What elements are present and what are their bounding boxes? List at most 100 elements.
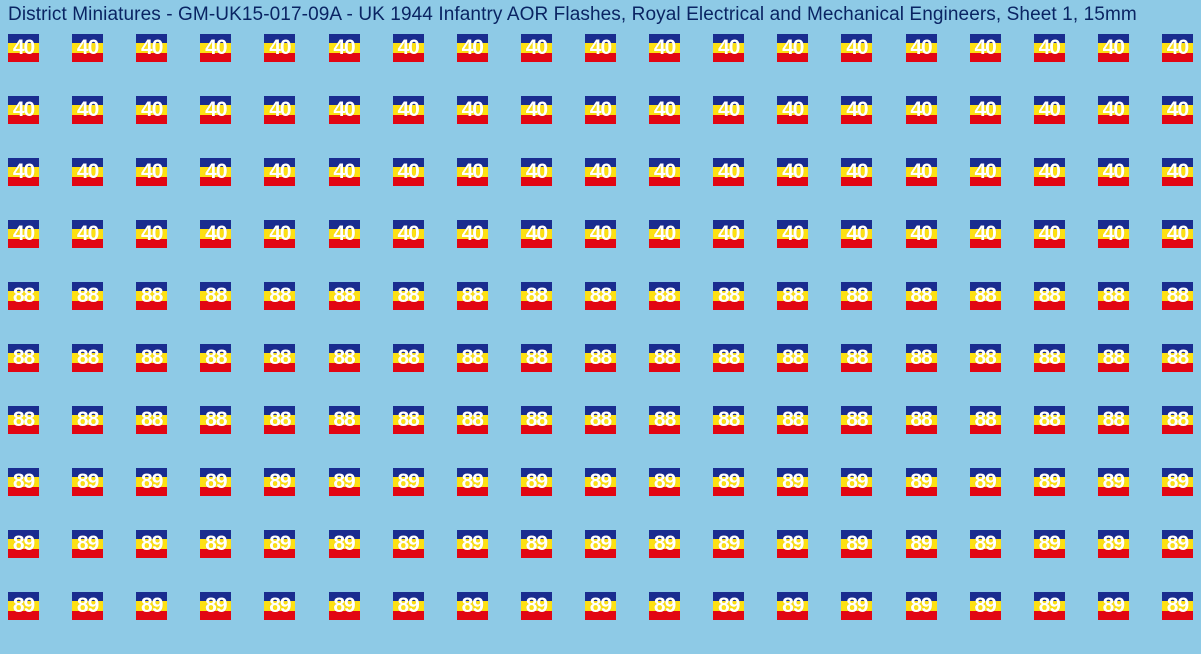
aor-flash: 89 — [329, 468, 360, 496]
flash-number: 40 — [1039, 99, 1060, 120]
aor-flash: 40 — [1034, 96, 1065, 124]
aor-flash: 89 — [329, 592, 360, 620]
aor-flash: 89 — [713, 468, 744, 496]
aor-flash: 89 — [1098, 592, 1129, 620]
flash-number: 89 — [141, 533, 162, 554]
flash-number: 40 — [141, 161, 162, 182]
flash-number: 40 — [526, 37, 547, 58]
decal-row: 88888888888888888888888888888888888888 — [8, 406, 1193, 434]
aor-flash: 40 — [649, 34, 680, 62]
flash-number: 89 — [846, 595, 867, 616]
flash-number: 89 — [974, 595, 995, 616]
flash-number: 40 — [654, 161, 675, 182]
flash-number: 89 — [269, 533, 290, 554]
flash-number: 89 — [718, 595, 739, 616]
aor-flash: 88 — [457, 344, 488, 372]
flash-number: 88 — [333, 347, 354, 368]
aor-flash: 88 — [777, 406, 808, 434]
flash-number: 88 — [654, 347, 675, 368]
aor-flash: 40 — [457, 34, 488, 62]
aor-flash: 88 — [841, 282, 872, 310]
aor-flash: 89 — [1098, 468, 1129, 496]
aor-flash: 88 — [777, 282, 808, 310]
flash-number: 40 — [205, 99, 226, 120]
aor-flash: 88 — [1098, 282, 1129, 310]
aor-flash: 40 — [841, 220, 872, 248]
aor-flash: 40 — [329, 34, 360, 62]
aor-flash: 89 — [329, 530, 360, 558]
flash-number: 88 — [718, 409, 739, 430]
aor-flash: 88 — [329, 282, 360, 310]
flash-number: 89 — [910, 533, 931, 554]
aor-flash: 89 — [72, 468, 103, 496]
flash-number: 40 — [590, 37, 611, 58]
aor-flash: 89 — [1034, 530, 1065, 558]
flash-number: 89 — [782, 595, 803, 616]
flash-number: 89 — [782, 533, 803, 554]
flash-number: 88 — [974, 347, 995, 368]
aor-flash: 88 — [521, 344, 552, 372]
aor-flash: 40 — [906, 34, 937, 62]
aor-flash: 89 — [521, 592, 552, 620]
aor-flash: 40 — [264, 158, 295, 186]
flash-number: 40 — [526, 223, 547, 244]
aor-flash: 89 — [393, 468, 424, 496]
aor-flash: 88 — [1034, 282, 1065, 310]
aor-flash: 40 — [1162, 96, 1193, 124]
aor-flash: 89 — [777, 468, 808, 496]
aor-flash: 88 — [136, 282, 167, 310]
flash-number: 88 — [397, 347, 418, 368]
flash-number: 89 — [654, 533, 675, 554]
aor-flash: 40 — [521, 220, 552, 248]
aor-flash: 40 — [585, 96, 616, 124]
aor-flash: 89 — [136, 530, 167, 558]
flash-number: 88 — [782, 285, 803, 306]
flash-number: 89 — [141, 471, 162, 492]
aor-flash: 89 — [393, 530, 424, 558]
aor-flash: 88 — [136, 344, 167, 372]
aor-flash: 88 — [264, 282, 295, 310]
flash-number: 89 — [269, 471, 290, 492]
aor-flash: 40 — [1162, 34, 1193, 62]
flash-number: 89 — [77, 533, 98, 554]
aor-flash: 40 — [841, 96, 872, 124]
flash-number: 88 — [141, 285, 162, 306]
aor-flash: 40 — [72, 220, 103, 248]
aor-flash: 40 — [200, 220, 231, 248]
flash-number: 89 — [13, 533, 34, 554]
flash-number: 40 — [77, 99, 98, 120]
aor-flash: 40 — [649, 96, 680, 124]
flash-number: 89 — [397, 471, 418, 492]
flash-number: 89 — [526, 595, 547, 616]
aor-flash: 89 — [585, 592, 616, 620]
decal-row: 40404040404040404040404040404040404040 — [8, 96, 1193, 124]
flash-number: 40 — [462, 223, 483, 244]
flash-number: 88 — [1039, 409, 1060, 430]
aor-flash: 40 — [585, 34, 616, 62]
aor-flash: 89 — [841, 468, 872, 496]
flash-number: 88 — [269, 347, 290, 368]
aor-flash: 89 — [72, 592, 103, 620]
aor-flash: 89 — [841, 530, 872, 558]
flash-number: 89 — [13, 595, 34, 616]
aor-flash: 40 — [393, 220, 424, 248]
flash-number: 89 — [462, 533, 483, 554]
flash-number: 40 — [1167, 37, 1188, 58]
aor-flash: 88 — [1162, 406, 1193, 434]
aor-flash: 40 — [585, 158, 616, 186]
aor-flash: 89 — [457, 530, 488, 558]
flash-number: 89 — [846, 533, 867, 554]
flash-number: 40 — [269, 161, 290, 182]
aor-flash: 88 — [457, 406, 488, 434]
aor-flash: 88 — [906, 282, 937, 310]
flash-number: 88 — [718, 347, 739, 368]
sheet-title: District Miniatures - GM-UK15-017-09A - … — [0, 0, 1201, 28]
flash-number: 40 — [974, 161, 995, 182]
aor-flash: 89 — [713, 592, 744, 620]
flash-number: 89 — [654, 595, 675, 616]
flash-number: 89 — [333, 471, 354, 492]
aor-flash: 40 — [713, 34, 744, 62]
flash-number: 88 — [590, 285, 611, 306]
aor-flash: 40 — [713, 220, 744, 248]
aor-flash: 88 — [200, 282, 231, 310]
